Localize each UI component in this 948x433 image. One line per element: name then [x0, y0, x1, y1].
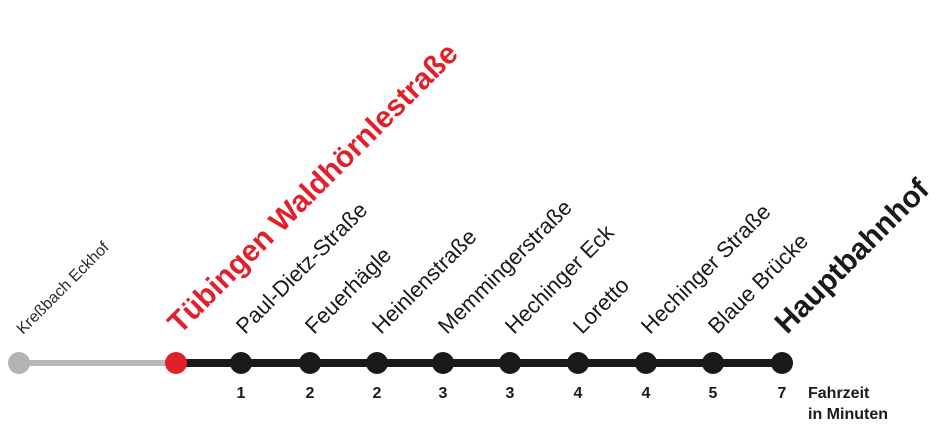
- legend-line-2: in Minuten: [808, 406, 888, 423]
- stop-label-start: Kreßbach Eckhof: [14, 239, 113, 338]
- travel-time: 4: [642, 385, 651, 402]
- travel-time-terminus: 7: [778, 385, 787, 402]
- legend-line-1: Fahrzeit: [808, 385, 870, 402]
- travel-time: 3: [506, 385, 515, 402]
- stop-label: Loretto: [568, 272, 634, 338]
- stop-terminus: Hauptbahnhof 7: [769, 172, 937, 402]
- stop-dot: [702, 352, 724, 374]
- stop-dot-terminus: [771, 352, 793, 374]
- stop-dot: [366, 352, 388, 374]
- travel-time: 5: [709, 385, 718, 402]
- stop-dot: [499, 352, 521, 374]
- travel-time: 2: [306, 385, 315, 402]
- stop-dot: [635, 352, 657, 374]
- stop-dot: [299, 352, 321, 374]
- stop-dot-current: [165, 352, 187, 374]
- stop-dot: [432, 352, 454, 374]
- travel-time: 2: [373, 385, 382, 402]
- travel-time: 1: [237, 385, 246, 402]
- travel-time: 4: [574, 385, 583, 402]
- stop-dot: [567, 352, 589, 374]
- stop-dot: [230, 352, 252, 374]
- stop-dot-start: [8, 352, 30, 374]
- travel-time: 3: [439, 385, 448, 402]
- stop-6: Loretto 4: [567, 272, 634, 402]
